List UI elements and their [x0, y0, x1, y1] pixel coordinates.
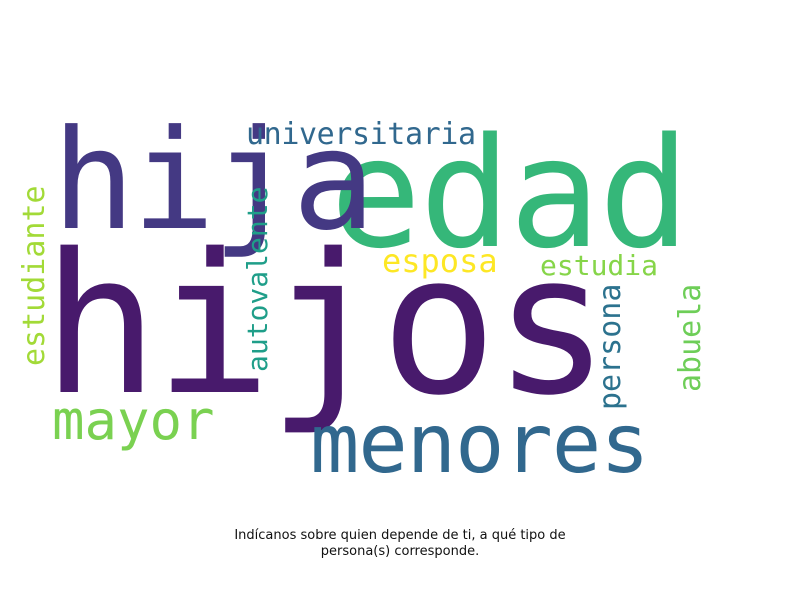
- caption-line-1: Indícanos sobre quien depende de ti, a q…: [234, 528, 566, 543]
- word-menores: menores: [310, 397, 650, 492]
- word-estudia: estudia: [540, 249, 659, 282]
- word-mayor: mayor: [52, 389, 215, 452]
- word-abuela: abuela: [673, 283, 708, 392]
- word-edad: edad: [330, 105, 690, 282]
- word-universitaria: universitaria: [246, 117, 476, 152]
- word-estudiante: estudiante: [17, 185, 52, 366]
- word-hija: hija: [52, 100, 375, 261]
- caption-line-2: persona(s) corresponde.: [320, 544, 480, 559]
- word-hijos: hijos: [42, 212, 610, 438]
- figure-caption: Indícanos sobre quien depende de ti, a q…: [0, 528, 800, 560]
- word-persona: persona: [593, 283, 628, 410]
- word-autovalente: autovalente: [241, 186, 274, 372]
- word-esposa: esposa: [382, 242, 498, 280]
